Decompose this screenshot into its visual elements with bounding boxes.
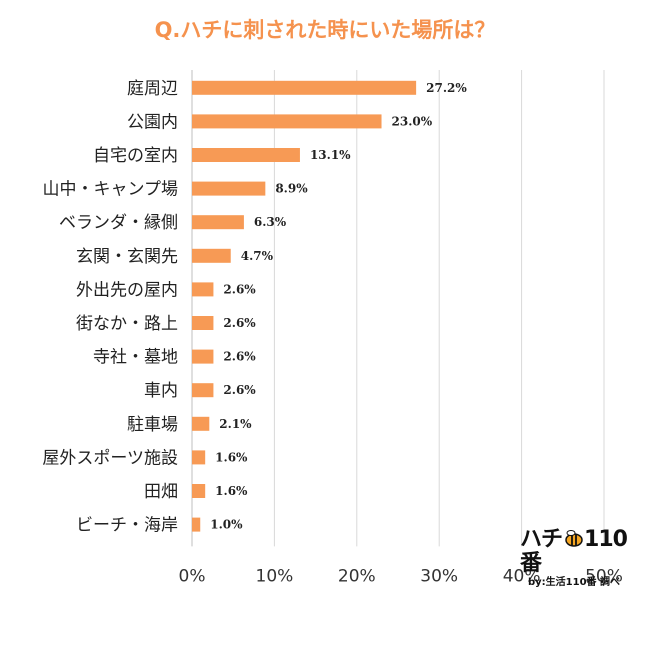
bar bbox=[192, 517, 201, 532]
value-label: 1.6% bbox=[215, 450, 248, 464]
category-label: 寺社・墓地 bbox=[93, 348, 178, 368]
value-label: 4.7% bbox=[241, 249, 274, 263]
category-label: ベランダ・縁側 bbox=[59, 213, 178, 233]
bar bbox=[192, 248, 231, 263]
bar bbox=[192, 114, 382, 129]
category-label: 玄関・玄関先 bbox=[76, 247, 178, 267]
x-tick-label: 10% bbox=[256, 566, 294, 586]
x-tick-label: 40% bbox=[503, 566, 541, 586]
value-label: 1.0% bbox=[210, 518, 243, 532]
value-label: 27.2% bbox=[426, 81, 467, 95]
logo-sub: by:生活110番 調べ bbox=[528, 577, 621, 588]
category-label: 山中・キャンプ場 bbox=[43, 180, 179, 200]
value-label: 2.1% bbox=[219, 417, 252, 431]
bar bbox=[192, 215, 244, 230]
bar bbox=[192, 80, 417, 95]
category-label: 田畑 bbox=[144, 482, 178, 502]
bar bbox=[192, 484, 206, 498]
bar bbox=[192, 181, 266, 196]
value-label: 2.6% bbox=[223, 350, 256, 364]
value-label: 8.9% bbox=[275, 182, 308, 196]
value-label: 23.0% bbox=[392, 114, 433, 128]
logo-main: ハチ 110番 bbox=[520, 528, 632, 576]
x-tick-label: 20% bbox=[338, 566, 376, 586]
value-label: 2.6% bbox=[223, 383, 256, 397]
bee-icon bbox=[565, 530, 583, 547]
value-label: 2.6% bbox=[223, 282, 256, 296]
category-label: 車内 bbox=[144, 381, 178, 401]
bar bbox=[192, 349, 214, 364]
bar bbox=[192, 282, 214, 297]
category-label: 街なか・路上 bbox=[76, 314, 178, 334]
x-tick-label: 30% bbox=[420, 566, 458, 586]
value-label: 6.3% bbox=[254, 215, 287, 229]
x-tick-label: 50% bbox=[585, 566, 623, 586]
value-label: 13.1% bbox=[310, 148, 351, 162]
logo-main-text: ハチ bbox=[520, 527, 563, 552]
bar bbox=[192, 148, 300, 162]
category-label: ビーチ・海岸 bbox=[76, 516, 178, 536]
bar bbox=[192, 316, 214, 330]
logo-main-number: 110番 bbox=[520, 527, 628, 576]
logo: ハチ 110番 by:生活110番 調べ bbox=[520, 528, 632, 589]
category-label: 外出先の屋内 bbox=[76, 280, 178, 300]
category-label: 屋外スポーツ施設 bbox=[42, 448, 178, 468]
category-label: 自宅の室内 bbox=[93, 146, 178, 166]
category-label: 庭周辺 bbox=[127, 79, 178, 99]
bar bbox=[192, 450, 206, 465]
category-label: 駐車場 bbox=[127, 415, 178, 435]
x-tick-label: 0% bbox=[179, 566, 206, 586]
bar bbox=[192, 383, 214, 398]
bar bbox=[192, 416, 210, 431]
chart-title: Q.ハチに刺された時にいた場所は？ bbox=[154, 18, 496, 42]
value-label: 1.6% bbox=[215, 484, 248, 498]
value-label: 2.6% bbox=[223, 316, 256, 330]
category-label: 公園内 bbox=[127, 112, 178, 132]
